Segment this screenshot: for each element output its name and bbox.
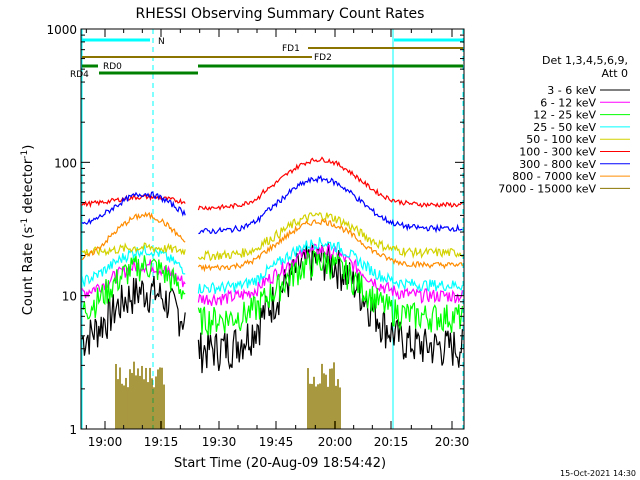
flag-label-fd1: FD1 [282,44,300,54]
y-label-sup-2: -1 [20,150,30,159]
series-line [81,237,463,295]
x-tick-label: 20:00 [318,435,353,449]
legend-label: 12 - 25 keV [533,109,596,122]
x-tick-label: 19:45 [259,435,294,449]
y-axis-ticks: 1 10 100 1000 [46,23,464,437]
legend-label: 6 - 12 keV [540,96,596,109]
chart-title: RHESSI Observing Summary Count Rates [136,6,425,22]
y-label-part-2: detector [21,158,36,218]
flag-label-rd0: RD0 [103,62,122,72]
spacecraft-flags: N FD1 FD2 RD0 RD4 [70,37,463,80]
x-tick-label: 19:30 [202,435,237,449]
series-line [81,156,463,211]
legend-label: 300 - 800 keV [519,158,596,171]
series-line [81,211,463,273]
legend-header-line-1: Det 1,3,4,5,6,9, [542,54,628,67]
flag-label-rd4: RD4 [70,70,89,80]
x-axis-ticks: 19:00 19:15 19:30 19:45 20:00 20:15 20:30 [85,29,470,449]
y-label-part-3: ) [21,145,36,150]
legend-label: 3 - 6 keV [547,84,596,97]
legend-header-line-2: Att 0 [602,67,628,80]
series-line [81,174,463,235]
y-axis-label: Count Rate (s-1 detector-1) [20,145,36,316]
flag-label-n: N [158,37,165,47]
x-tick-label: 19:15 [144,435,179,449]
x-axis-label: Start Time (20-Aug-09 18:54:42) [174,456,386,471]
legend-label: 25 - 50 keV [533,121,596,134]
y-label-sup-1: -1 [20,218,30,227]
x-tick-label: 19:00 [88,435,123,449]
x-tick-label: 20:15 [374,435,409,449]
vertical-markers [81,29,464,429]
y-tick-label: 1 [69,423,77,437]
series-line [81,212,463,262]
series-line [81,243,463,306]
x-tick-label: 20:30 [435,435,470,449]
legend-label: 50 - 100 keV [526,133,596,146]
flag-label-fd2: FD2 [314,53,332,63]
y-tick-label: 10 [62,290,77,304]
y-label-part-1: Count Rate (s [21,227,36,316]
legend-label: 100 - 300 keV [519,146,596,159]
series-traces [81,156,463,429]
y-tick-label: 100 [54,156,77,170]
plot-frame [80,28,465,430]
y-tick-label: 1000 [46,23,77,37]
legend-label: 800 - 7000 keV [512,170,596,183]
footer-timestamp: 15-Oct-2021 14:30 [560,469,636,478]
legend-label: 7000 - 15000 keV [498,182,596,195]
